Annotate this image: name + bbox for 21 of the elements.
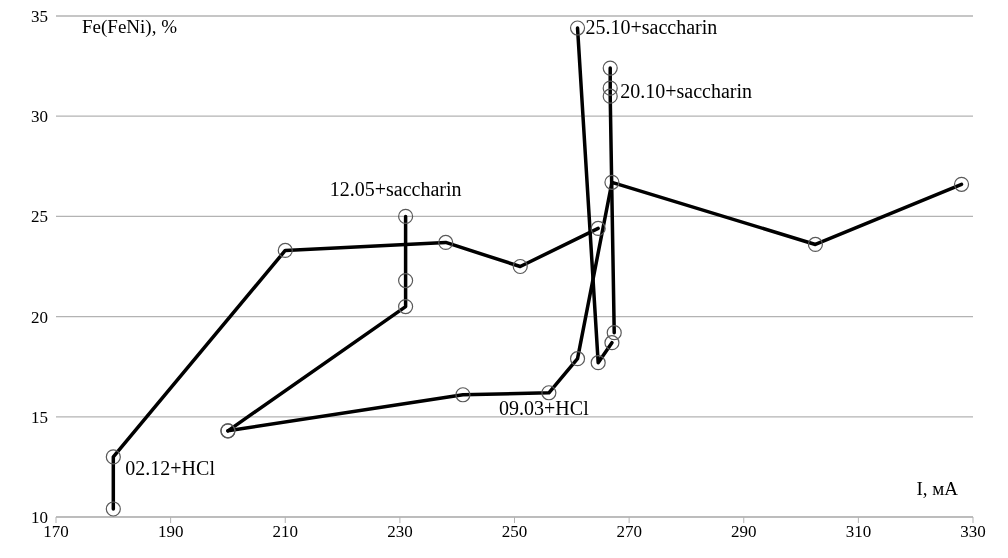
y-axis-title: Fe(FeNi), % xyxy=(82,16,177,38)
x-tick-label: 210 xyxy=(272,522,298,542)
x-tick-label: 230 xyxy=(387,522,413,542)
x-tick-label: 290 xyxy=(731,522,757,542)
y-tick-label: 35 xyxy=(31,7,48,27)
series-label: 20.10+saccharin xyxy=(620,80,753,103)
x-tick-label: 250 xyxy=(501,522,528,542)
y-tick-label: 25 xyxy=(31,207,48,227)
y-tick-label: 15 xyxy=(31,407,48,427)
y-tick-label: 30 xyxy=(31,107,48,127)
x-tick-label: 310 xyxy=(845,522,872,542)
series-label: 25.10+saccharin xyxy=(585,16,718,39)
x-tick-label: 270 xyxy=(616,522,642,542)
series-label: 02.12+HCl xyxy=(125,456,216,479)
series-label: 12.05+saccharin xyxy=(329,178,462,201)
y-tick-label: 20 xyxy=(31,307,48,327)
x-tick-label: 190 xyxy=(157,522,184,542)
x-tick-label: 330 xyxy=(960,522,986,542)
series-label: 09.03+HCl xyxy=(499,396,590,419)
x-axis-title: I, мА xyxy=(916,478,958,500)
x-tick-label: 170 xyxy=(43,522,69,542)
